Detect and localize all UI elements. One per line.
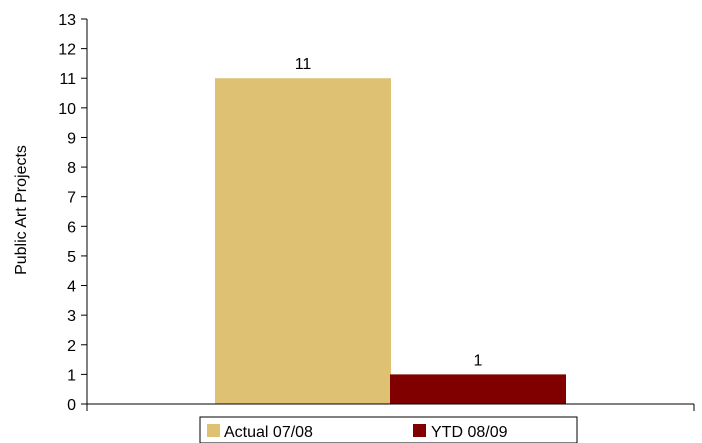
legend-box: [199, 416, 578, 443]
y-tick-label: 4: [67, 279, 76, 296]
data-label-ytd: 1: [474, 352, 483, 369]
y-tick-label: 10: [58, 101, 76, 118]
y-tick-label: 9: [67, 130, 76, 147]
y-tick-label: 7: [67, 190, 76, 207]
legend-label-ytd: YTD 08/09: [431, 424, 508, 441]
y-tick-label: 5: [67, 249, 76, 266]
y-tick-label: 13: [58, 12, 76, 29]
y-tick-label: 1: [67, 367, 76, 384]
data-labels: 111: [295, 56, 483, 369]
y-tick-label: 12: [58, 42, 76, 59]
bar-ytd: [390, 374, 566, 404]
legend: Actual 07/08 YTD 08/09: [199, 416, 578, 443]
legend-swatch-ytd: [413, 424, 426, 437]
legend-label-actual: Actual 07/08: [224, 424, 313, 441]
legend-swatch-actual: [207, 424, 220, 437]
y-tick-label: 3: [67, 308, 76, 325]
bar-actual: [215, 78, 391, 404]
y-tick-label: 2: [67, 338, 76, 355]
bars: [215, 78, 566, 404]
y-tick-label: 0: [67, 397, 76, 414]
y-tick-label: 6: [67, 219, 76, 236]
y-tick-label: 8: [67, 160, 76, 177]
y-axis-label: Public Art Projects: [13, 145, 30, 275]
data-label-actual: 11: [295, 56, 312, 73]
y-tick-label: 11: [59, 71, 76, 88]
